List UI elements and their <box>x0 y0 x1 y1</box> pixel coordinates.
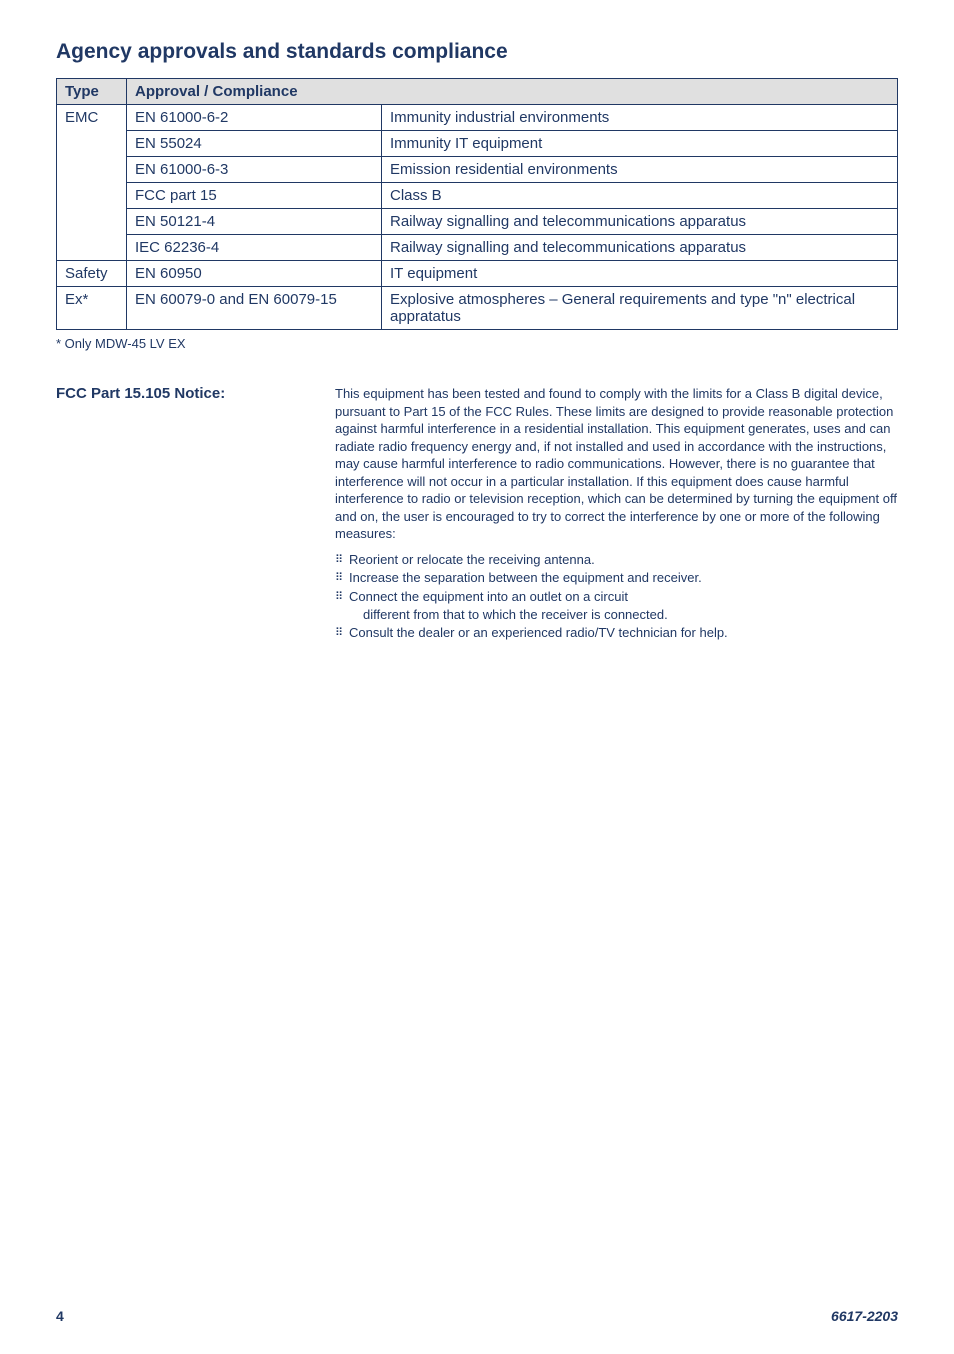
fcc-notice-block: FCC Part 15.105 Notice: This equipment h… <box>56 385 898 643</box>
list-item: ⠿ Reorient or relocate the receiving ante… <box>335 551 898 569</box>
list-item: ⠿ Consult the dealer or an experienced ra… <box>335 624 898 642</box>
page-number: 4 <box>56 1308 64 1324</box>
fcc-notice-paragraph: This equipment has been tested and found… <box>335 385 898 543</box>
table-row: EN 61000-6-3 Emission residential enviro… <box>57 157 898 183</box>
table-row: FCC part 15 Class B <box>57 183 898 209</box>
cell-desc: Emission residential environments <box>382 157 898 183</box>
cell-approval: EN 61000-6-3 <box>127 157 382 183</box>
cell-desc: Class B <box>382 183 898 209</box>
fcc-notice-body: This equipment has been tested and found… <box>335 385 898 643</box>
list-item-text: Connect the equipment into an outlet on … <box>349 589 628 604</box>
fcc-measures-list: ⠿ Reorient or relocate the receiving ante… <box>335 551 898 642</box>
list-item-continuation: different from that to which the receive… <box>349 606 898 624</box>
cell-approval: EN 61000-6-2 <box>127 105 382 131</box>
table-row: Ex* EN 60079-0 and EN 60079-15 Explosive… <box>57 287 898 330</box>
document-id: 6617-2203 <box>831 1308 898 1324</box>
cell-type: Safety <box>57 261 127 287</box>
table-row: EN 55024 Immunity IT equipment <box>57 131 898 157</box>
table-header-type: Type <box>57 79 127 105</box>
table-row: EN 50121-4 Railway signalling and teleco… <box>57 209 898 235</box>
list-item-text: Increase the separation between the equi… <box>349 570 702 585</box>
cell-approval: IEC 62236-4 <box>127 235 382 261</box>
cell-approval: EN 60079-0 and EN 60079-15 <box>127 287 382 330</box>
cell-desc: Explosive atmospheres – General requirem… <box>382 287 898 330</box>
bullet-icon: ⠿ <box>335 571 341 586</box>
cell-approval: EN 50121-4 <box>127 209 382 235</box>
cell-approval: EN 60950 <box>127 261 382 287</box>
cell-approval: FCC part 15 <box>127 183 382 209</box>
list-item-text: Reorient or relocate the receiving anten… <box>349 552 595 567</box>
table-row: EMC EN 61000-6-2 Immunity industrial env… <box>57 105 898 131</box>
section-heading: Agency approvals and standards complianc… <box>56 40 898 64</box>
cell-approval: EN 55024 <box>127 131 382 157</box>
bullet-icon: ⠿ <box>335 553 341 568</box>
cell-type: Ex* <box>57 287 127 330</box>
cell-desc: Railway signalling and telecommunication… <box>382 209 898 235</box>
table-header-approval: Approval / Compliance <box>127 79 898 105</box>
cell-desc: Immunity industrial environments <box>382 105 898 131</box>
cell-desc: Railway signalling and telecommunication… <box>382 235 898 261</box>
bullet-icon: ⠿ <box>335 590 341 605</box>
cell-desc: IT equipment <box>382 261 898 287</box>
fcc-notice-label: FCC Part 15.105 Notice: <box>56 385 311 643</box>
table-header-row: Type Approval / Compliance <box>57 79 898 105</box>
list-item: ⠿ Increase the separation between the equ… <box>335 569 898 587</box>
page-footer: 4 6617-2203 <box>56 1308 898 1324</box>
cell-desc: Immunity IT equipment <box>382 131 898 157</box>
cell-type: EMC <box>57 105 127 261</box>
bullet-icon: ⠿ <box>335 626 341 641</box>
approvals-table: Type Approval / Compliance EMC EN 61000-… <box>56 78 898 330</box>
table-row: IEC 62236-4 Railway signalling and telec… <box>57 235 898 261</box>
list-item: ⠿ Connect the equipment into an outlet on… <box>335 588 898 623</box>
list-item-text: Consult the dealer or an experienced rad… <box>349 625 728 640</box>
table-row: Safety EN 60950 IT equipment <box>57 261 898 287</box>
table-footnote: * Only MDW-45 LV EX <box>56 336 898 351</box>
